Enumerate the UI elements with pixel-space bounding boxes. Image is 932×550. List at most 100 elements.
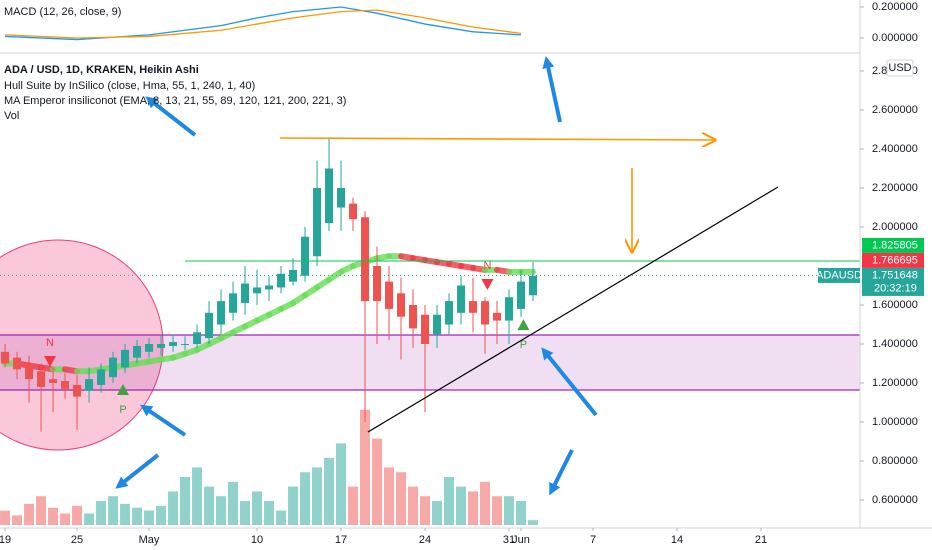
price-label: 1.825805	[872, 239, 918, 251]
volume-bar	[408, 486, 419, 525]
price-label-box	[862, 267, 924, 296]
signal-marker	[116, 384, 129, 396]
x-tick-label: 10	[251, 534, 263, 546]
y-tick-label: 2.200000	[872, 182, 918, 194]
y-tick-label: 0.800000	[872, 455, 918, 467]
volume-bar	[156, 505, 167, 525]
candle-body	[13, 357, 22, 370]
candle-body	[97, 369, 106, 385]
volume-bar	[36, 496, 47, 525]
candle-body	[505, 297, 514, 321]
blue-arrow	[140, 404, 187, 437]
candle-body	[193, 332, 202, 344]
price-label-box	[862, 237, 924, 253]
orange-arrow	[279, 138, 715, 140]
y-tick-label: 2.000000	[872, 221, 918, 233]
volume-bar	[216, 496, 227, 525]
x-tick-label: 25	[71, 534, 83, 546]
x-tick-label: 21	[755, 534, 767, 546]
candle-body	[373, 266, 382, 302]
volume-bar	[396, 472, 407, 525]
candle-body	[241, 283, 250, 304]
candle-body	[301, 236, 310, 276]
candle-body	[217, 301, 226, 325]
candle-body	[49, 379, 58, 383]
volume-bar	[324, 457, 335, 525]
blue-arrow	[115, 453, 160, 489]
plot-layer: N P N P	[0, 6, 860, 525]
volume-bar	[336, 443, 347, 525]
symbol-box	[818, 267, 860, 283]
candle-body	[229, 293, 238, 313]
candle-body	[517, 281, 526, 309]
y-tick-label: 1.400000	[872, 338, 918, 350]
volume-bar	[384, 467, 395, 525]
price-label-box	[862, 252, 924, 268]
volume-bar	[480, 481, 491, 525]
volume-bar	[420, 496, 431, 525]
symbol-label: ADAUSD	[816, 269, 862, 281]
candle-body	[481, 301, 490, 325]
signal-marker	[517, 319, 530, 331]
volume-bar	[252, 491, 263, 525]
volume-bar	[492, 496, 503, 525]
candle-body	[85, 379, 94, 391]
x-tick-label: 19	[0, 534, 11, 546]
y-tick-label: 2.400000	[872, 143, 918, 155]
price-countdown: 20:32:19	[874, 282, 917, 294]
blue-arrow	[145, 96, 197, 137]
candle-body	[181, 344, 190, 345]
volume-bar	[432, 501, 443, 525]
candle-body	[361, 217, 370, 302]
volume-bar	[24, 503, 35, 525]
volume-bar	[372, 438, 383, 525]
y-tick-label: 1.600000	[872, 299, 918, 311]
y-tick-label: 2.600000	[872, 104, 918, 116]
currency-box	[886, 59, 914, 77]
candle-body	[421, 314, 430, 344]
volume-bar	[0, 510, 11, 525]
candle-body	[121, 349, 130, 368]
candle-body	[73, 384, 82, 397]
x-tick-label: 14	[671, 534, 683, 546]
y-tick-label: 0.000000	[872, 32, 918, 44]
blue-arrow	[541, 347, 598, 417]
candle-body	[457, 285, 466, 313]
volume-bar	[360, 409, 371, 525]
candle-body	[1, 351, 10, 364]
volume-bar	[240, 501, 251, 525]
volume-bar	[84, 513, 95, 525]
drawings	[115, 56, 779, 496]
volume-bar	[72, 505, 83, 525]
volume-bar	[228, 481, 239, 525]
blue-arrows	[115, 56, 598, 496]
volume-bar	[132, 507, 143, 525]
macd-line	[5, 9, 522, 39]
candle-body	[337, 188, 346, 208]
candle-body	[313, 188, 322, 257]
indicator-label: Hull Suite by InSilico (close, Hma, 55, …	[4, 80, 255, 92]
candle-body	[385, 281, 394, 309]
volume-bar	[96, 501, 107, 525]
volume-bar	[456, 486, 467, 525]
volume-bar	[444, 477, 455, 525]
signal-marker	[44, 355, 57, 367]
x-tick-label: May	[139, 534, 160, 546]
candle-body	[289, 269, 298, 282]
y-tick-label: 0.600000	[872, 494, 918, 506]
candle-body	[133, 345, 142, 358]
candle-body	[445, 301, 454, 325]
candle-body	[169, 342, 178, 346]
candle-body	[265, 285, 274, 290]
trend-line	[367, 186, 779, 433]
y-tick-label: 1.200000	[872, 377, 918, 389]
volume-bar	[504, 496, 515, 525]
y-tick-label: 0.200000	[872, 1, 918, 13]
candle-body	[493, 312, 502, 321]
x-tick-label: 17	[335, 534, 347, 546]
volume-bar	[192, 467, 203, 525]
candle-body	[349, 203, 358, 220]
volume-bar	[288, 486, 299, 525]
candle-body	[277, 273, 286, 288]
candle-body	[205, 312, 214, 339]
